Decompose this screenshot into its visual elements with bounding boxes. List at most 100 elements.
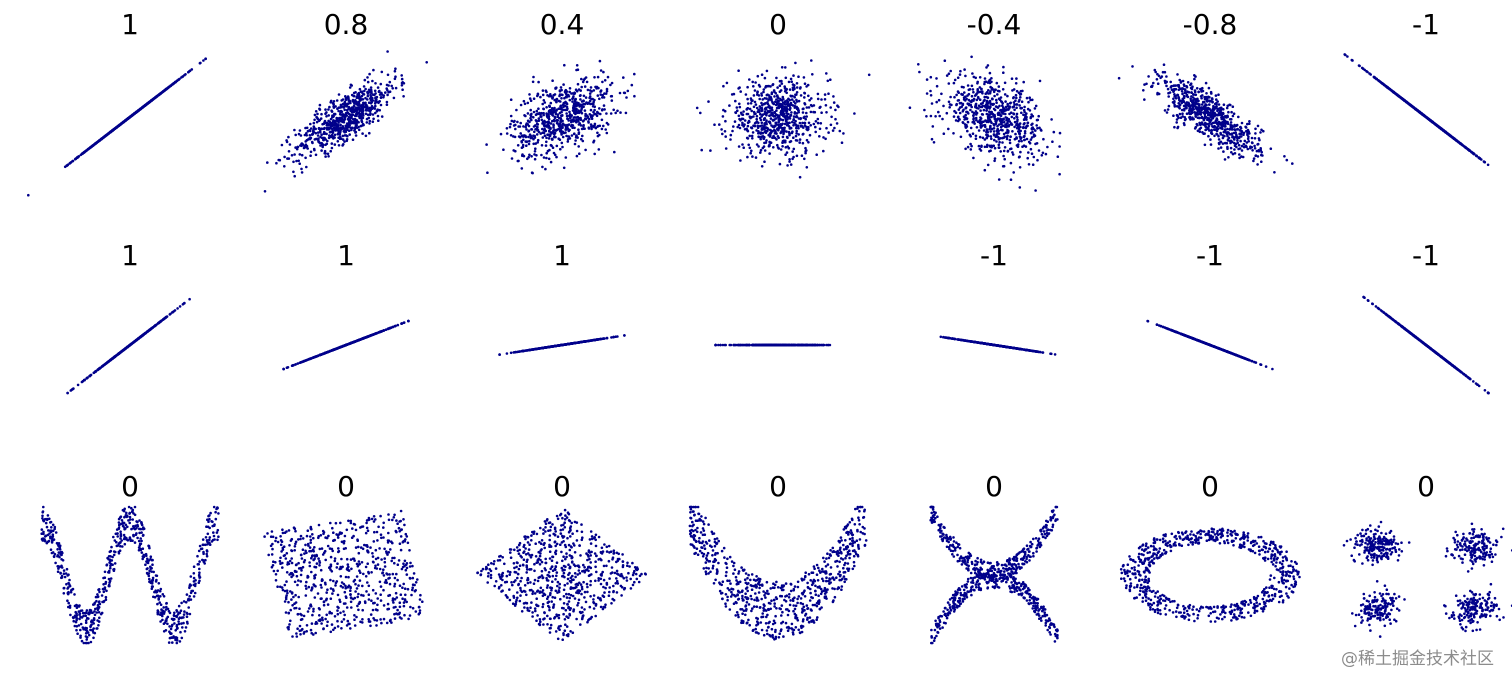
scatter-point (595, 87, 598, 90)
scatter-point (1403, 99, 1406, 102)
scatter-point (929, 94, 933, 97)
scatter-point (974, 137, 978, 140)
scatter-point (288, 143, 292, 146)
scatter-point (1017, 127, 1021, 131)
scatter-point (317, 140, 320, 143)
scatter-point (788, 88, 792, 91)
scatter-point (773, 124, 776, 128)
scatter-point (1028, 141, 1032, 145)
scatter-point (589, 102, 592, 106)
scatter-point (784, 120, 788, 123)
scatter-point (1020, 139, 1023, 143)
scatter-point (361, 98, 365, 101)
scatter-point (982, 129, 986, 132)
scatter-point (368, 72, 371, 76)
scatter-point (329, 149, 333, 153)
scatter-point (575, 134, 578, 137)
scatter-point (1214, 94, 1218, 97)
scatter-point (524, 114, 527, 118)
scatter-point (771, 108, 774, 112)
scatter-point (304, 140, 308, 143)
scatter-point (789, 114, 792, 118)
scatter-point (1177, 102, 1180, 105)
scatter-point (760, 121, 764, 125)
scatter-point (107, 131, 111, 135)
scatter-point (573, 102, 577, 105)
scatter-point (785, 106, 788, 109)
scatter-point (531, 80, 535, 84)
scatter-point (560, 141, 564, 145)
scatter-point (597, 148, 601, 151)
scatter-point (530, 171, 534, 174)
scatter-point (354, 120, 357, 123)
scatter-point (737, 123, 741, 127)
scatter-point (379, 82, 383, 86)
scatter-point (83, 150, 87, 153)
scatter-point (1011, 130, 1014, 133)
scatter-point (752, 94, 756, 97)
scatter-point (583, 77, 586, 81)
scatter-point (605, 87, 609, 91)
scatter-point (333, 143, 337, 146)
scatter-point (1242, 133, 1245, 136)
scatter-point (707, 100, 710, 103)
scatter-point (766, 101, 769, 104)
scatter-point (581, 80, 585, 84)
scatter-point (568, 128, 571, 132)
scatter-point (1208, 100, 1212, 103)
scatter-point (146, 102, 149, 105)
scatter-point (386, 73, 390, 77)
scatter-point (590, 127, 593, 131)
scatter-point (992, 134, 996, 137)
scatter-point (820, 98, 823, 101)
scatter-point (791, 120, 794, 124)
scatter-point (626, 89, 630, 93)
scatter-point (394, 86, 398, 90)
scatter-point (1006, 130, 1010, 134)
scatter-point (1238, 153, 1241, 156)
scatter-point (1247, 140, 1250, 143)
scatter-point (548, 148, 551, 152)
scatter-point (516, 144, 520, 147)
scatter-point (1185, 85, 1188, 88)
scatter-point (519, 132, 522, 135)
scatter-point (178, 77, 181, 81)
scatter-point (375, 109, 379, 113)
scatter-point (967, 98, 971, 102)
scatter-point (966, 145, 970, 149)
scatter-point (305, 126, 309, 130)
scatter-point (1030, 113, 1033, 116)
scatter-point (557, 124, 561, 128)
scatter-point (571, 126, 574, 129)
scatter-point (266, 161, 269, 164)
scatter-point (532, 125, 536, 128)
scatter-point (1177, 88, 1181, 92)
scatter-point (759, 148, 763, 152)
scatter-point (311, 141, 314, 145)
scatter-point (804, 117, 807, 121)
scatter-point (827, 131, 830, 134)
scatter-point (558, 138, 562, 141)
scatter-point (567, 93, 570, 97)
scatter-point (576, 115, 580, 119)
scatter-point (385, 87, 389, 90)
scatter-point (1194, 125, 1198, 129)
scatter-point (947, 72, 951, 75)
scatter-point (544, 167, 547, 171)
scatter-point (980, 145, 983, 148)
scatter-point (788, 121, 791, 125)
scatter-point (964, 147, 967, 151)
scatter-point (963, 68, 966, 71)
scatter-point (537, 117, 541, 120)
scatter-point (770, 124, 773, 127)
scatter-point (316, 117, 320, 121)
scatter-point (529, 108, 532, 112)
scatter-point (993, 94, 996, 98)
scatter-point (325, 121, 328, 125)
scatter-point (925, 115, 928, 118)
scatter-point (564, 156, 568, 159)
scatter-point (1211, 116, 1215, 120)
scatter-point (942, 132, 946, 135)
scatter-point (314, 127, 318, 131)
scatter-point (1178, 104, 1181, 107)
